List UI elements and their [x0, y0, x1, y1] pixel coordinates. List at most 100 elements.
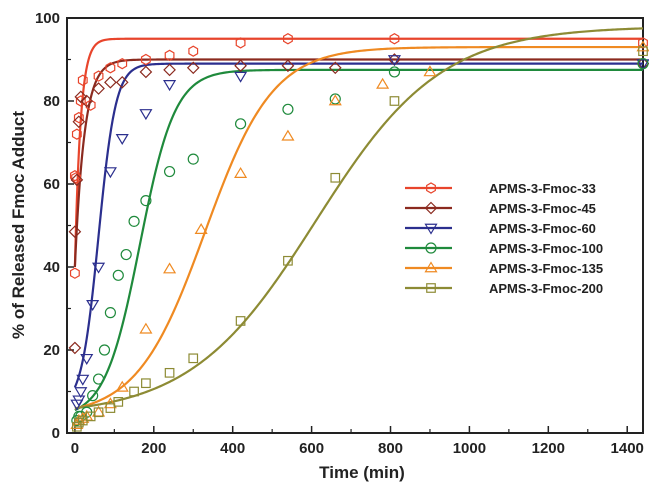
data-point — [139, 322, 153, 334]
data-point — [328, 61, 342, 75]
data-point — [103, 167, 117, 179]
data-point — [98, 344, 111, 356]
legend-label: APMS-3-Fmoc-60 — [489, 221, 596, 236]
data-point — [139, 109, 153, 121]
legend-label: APMS-3-Fmoc-200 — [489, 281, 603, 296]
data-point — [164, 367, 175, 378]
data-point — [330, 172, 341, 183]
data-point — [71, 172, 82, 184]
y-tick-label: 0 — [52, 425, 60, 442]
legend-marker — [424, 201, 438, 215]
data-point — [128, 215, 140, 227]
data-point — [74, 90, 88, 104]
data-point — [140, 195, 152, 207]
data-point — [87, 390, 99, 402]
data-point — [70, 173, 84, 187]
data-point — [72, 115, 86, 129]
data-point — [283, 33, 293, 45]
data-point — [387, 55, 402, 67]
data-point — [140, 53, 151, 66]
data-point — [282, 103, 294, 115]
data-point — [329, 93, 341, 105]
y-tick-label: 20 — [43, 342, 60, 359]
y-tick-label: 100 — [35, 10, 60, 27]
data-point — [129, 386, 139, 397]
data-point — [113, 397, 124, 407]
data-point — [120, 248, 132, 261]
y-tick-label: 40 — [43, 259, 60, 276]
data-point — [163, 80, 177, 92]
legend-label: APMS-3-Fmoc-45 — [489, 201, 596, 216]
data-point — [194, 222, 208, 234]
fit-curve — [74, 68, 643, 412]
legend-label: APMS-3-Fmoc-135 — [489, 261, 603, 276]
y-tick-label: 80 — [43, 93, 60, 110]
data-point — [104, 75, 117, 89]
data-point — [163, 165, 176, 178]
fit-curve — [73, 37, 643, 268]
data-point — [73, 111, 84, 124]
x-tick-label: 1200 — [532, 440, 565, 457]
data-point — [163, 63, 176, 77]
axes: 0 200 400 600 800 1000 1200 1400 0 20 40 60 80 100 — [35, 10, 644, 457]
data-point — [72, 395, 86, 407]
data-point — [74, 387, 88, 399]
x-tick-label: 1400 — [611, 440, 644, 457]
fit-curves — [73, 27, 644, 412]
legend: APMS-3-Fmoc-33 APMS-3-Fmoc-45 APMS-3-Fmoc-… — [405, 181, 603, 296]
data-point — [235, 316, 246, 326]
legend-marker — [426, 182, 436, 194]
data-point — [328, 94, 342, 106]
legend-marker — [426, 283, 436, 293]
data-point — [188, 353, 199, 364]
x-tick-label: 200 — [141, 440, 166, 457]
legend-marker — [425, 242, 437, 254]
data-point — [80, 353, 94, 365]
data-point — [69, 170, 80, 182]
data-point — [86, 300, 100, 312]
x-tick-label: 800 — [378, 440, 403, 457]
y-tick-label: 60 — [43, 176, 60, 193]
data-point — [105, 62, 116, 74]
legend-label: APMS-3-Fmoc-33 — [489, 181, 596, 196]
data-point — [115, 75, 129, 89]
data-point — [115, 134, 129, 146]
data-point — [164, 49, 175, 62]
data-point — [388, 66, 401, 78]
fit-curve — [74, 45, 643, 410]
data-point — [117, 57, 128, 70]
data-point — [80, 94, 94, 108]
data-point — [92, 262, 106, 274]
data-point — [92, 373, 105, 385]
data-point — [281, 129, 295, 141]
data-point — [636, 59, 649, 71]
data-point — [93, 407, 104, 418]
data-point — [103, 397, 117, 409]
data-point — [638, 46, 648, 57]
data-point — [423, 65, 437, 77]
legend-label: APMS-3-Fmoc-100 — [489, 241, 603, 256]
data-point — [115, 380, 129, 392]
data-point — [68, 341, 82, 355]
data-point — [71, 128, 82, 140]
data-point — [234, 71, 248, 83]
data-point — [68, 225, 82, 239]
data-point — [187, 153, 199, 165]
data-point — [112, 269, 124, 281]
data-markers — [68, 33, 649, 432]
data-point — [92, 82, 105, 95]
data-point — [637, 58, 649, 70]
data-point — [104, 307, 116, 319]
data-point — [638, 37, 648, 49]
data-point — [389, 96, 400, 106]
data-point — [105, 403, 116, 413]
data-point — [139, 65, 153, 79]
data-point — [69, 267, 80, 279]
data-point — [76, 374, 90, 386]
data-point — [85, 99, 96, 111]
x-tick-label: 600 — [299, 440, 324, 457]
x-tick-label: 0 — [71, 440, 79, 457]
x-tick-label: 1000 — [453, 440, 486, 457]
data-point — [186, 61, 200, 75]
